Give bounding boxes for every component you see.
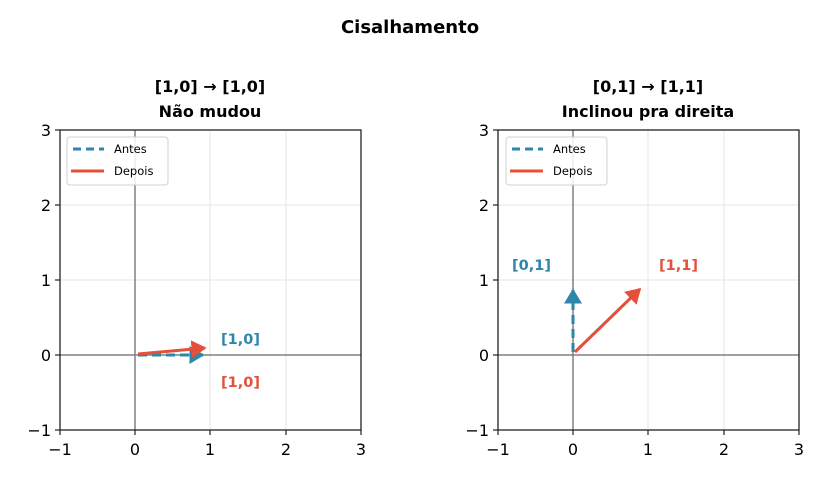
svg-text:3: 3 (479, 121, 489, 140)
legend-label-after: Depois (553, 164, 592, 178)
legend: Antes Depois (505, 136, 608, 186)
svg-text:1: 1 (479, 271, 489, 290)
vector-label-after: [1,0] (221, 375, 260, 391)
y-tick-labels: −1 0 1 2 3 (27, 121, 51, 440)
svg-text:2: 2 (41, 196, 51, 215)
legend-label-after: Depois (114, 164, 153, 178)
svg-text:0: 0 (41, 346, 51, 365)
y-tick-labels: −1 0 1 2 3 (465, 121, 489, 440)
subplot-title-line1: [1,0] → [1,0] (155, 77, 265, 96)
x-ticks (59, 430, 362, 435)
legend-label-before: Antes (553, 142, 586, 156)
legend: Antes Depois (66, 136, 169, 186)
svg-text:3: 3 (356, 440, 366, 459)
subplot-left: [1,0] → [1,0] Não mudou [1,0] [1,0] −1 0 (27, 77, 366, 459)
grid (60, 130, 361, 430)
subplot-title-line2: Não mudou (159, 102, 262, 121)
svg-text:−1: −1 (27, 421, 51, 440)
svg-text:2: 2 (719, 440, 729, 459)
svg-text:0: 0 (130, 440, 140, 459)
x-ticks (497, 430, 800, 435)
subplot-right: [0,1] → [1,1] Inclinou pra direita [0,1]… (465, 77, 804, 459)
subplot-title-line1: [0,1] → [1,1] (593, 77, 703, 96)
y-ticks (493, 129, 498, 431)
svg-text:3: 3 (794, 440, 804, 459)
vector-label-after: [1,1] (659, 258, 698, 274)
svg-text:2: 2 (281, 440, 291, 459)
vector-after (573, 287, 642, 354)
svg-text:0: 0 (568, 440, 578, 459)
svg-text:0: 0 (479, 346, 489, 365)
vector-label-before: [0,1] (512, 258, 551, 274)
svg-text:1: 1 (205, 440, 215, 459)
svg-text:1: 1 (41, 271, 51, 290)
svg-text:−1: −1 (486, 440, 510, 459)
svg-text:−1: −1 (465, 421, 489, 440)
svg-text:3: 3 (41, 121, 51, 140)
subplot-title-line2: Inclinou pra direita (562, 102, 734, 121)
svg-text:1: 1 (643, 440, 653, 459)
x-tick-labels: −1 0 1 2 3 (486, 440, 804, 459)
y-ticks (55, 129, 60, 431)
legend-label-before: Antes (114, 142, 147, 156)
vector-after (137, 340, 207, 359)
x-tick-labels: −1 0 1 2 3 (48, 440, 366, 459)
svg-text:−1: −1 (48, 440, 72, 459)
grid (498, 130, 799, 430)
svg-text:2: 2 (479, 196, 489, 215)
vector-label-before: [1,0] (221, 332, 260, 348)
figure-suptitle: Cisalhamento (341, 17, 479, 38)
